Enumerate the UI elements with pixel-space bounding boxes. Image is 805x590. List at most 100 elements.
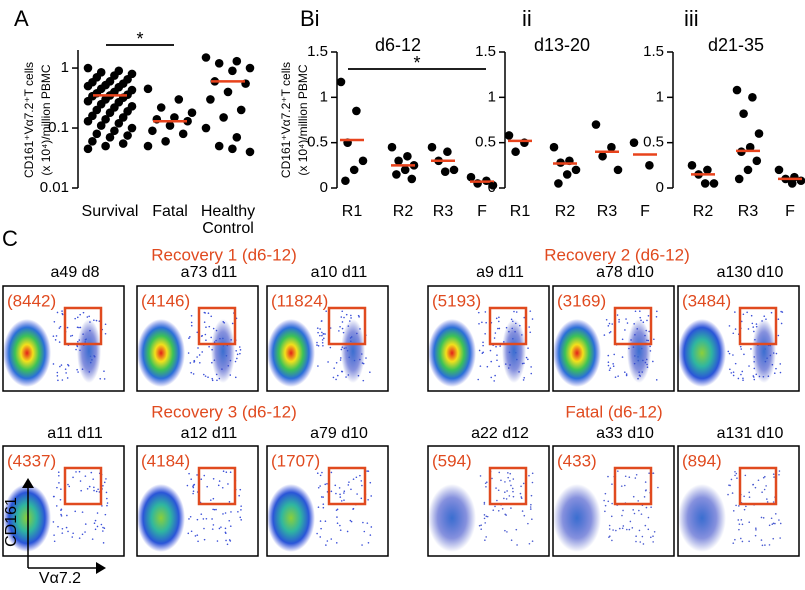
y-tick-label: 0: [656, 179, 664, 196]
event-dot: [338, 487, 341, 489]
event-dot: [316, 344, 318, 346]
event-dot: [608, 536, 610, 538]
data-point: [143, 84, 153, 94]
y-tick-label: 1: [320, 88, 328, 105]
event-dot: [60, 513, 62, 516]
event-dot: [764, 475, 766, 478]
event-dot: [520, 485, 522, 488]
gate-count: (1707): [271, 451, 320, 470]
event-dot: [480, 528, 482, 531]
event-dot: [753, 330, 755, 333]
data-point: [341, 176, 350, 186]
event-dot: [101, 505, 103, 507]
chart-title: d13-20: [534, 35, 590, 55]
event-dot: [321, 334, 323, 337]
event-dot: [74, 317, 76, 320]
event-dot: [531, 318, 534, 320]
event-dot: [339, 524, 341, 527]
event-dot: [96, 525, 99, 528]
event-dot: [206, 485, 208, 488]
event-dot: [529, 310, 532, 312]
event-dot: [204, 375, 207, 377]
event-dot: [81, 511, 84, 513]
event-dot: [316, 532, 318, 535]
event-dot: [482, 344, 484, 347]
event-dot: [498, 327, 501, 330]
data-point: [734, 174, 744, 184]
event-dot: [343, 492, 345, 494]
event-dot: [641, 535, 644, 538]
event-dot: [631, 527, 634, 529]
y-tick-label: 1: [488, 88, 496, 105]
event-dot: [644, 481, 647, 483]
event-dot: [212, 327, 215, 330]
event-dot: [84, 475, 87, 477]
event-dot: [360, 480, 363, 482]
y-axis-label: (x 10⁴)/million PBMC: [39, 64, 53, 176]
event-dot: [211, 377, 214, 380]
event-dot: [332, 376, 335, 379]
event-dot: [322, 506, 325, 509]
event-dot: [498, 320, 500, 323]
event-dot: [503, 497, 505, 500]
data-point: [554, 179, 563, 188]
event-dot: [652, 535, 654, 538]
event-dot: [65, 372, 67, 374]
event-dot: [228, 539, 231, 541]
event-dot: [106, 504, 108, 507]
event-dot: [497, 489, 500, 492]
event-dot: [655, 316, 658, 318]
event-dot: [513, 310, 515, 313]
data-point: [549, 142, 559, 152]
event-dot: [369, 534, 372, 536]
event-dot: [760, 539, 763, 541]
event-dot: [88, 315, 90, 318]
event-dot: [211, 528, 214, 530]
event-dot: [236, 357, 238, 360]
event-dot: [628, 476, 631, 479]
cell-population: [137, 484, 185, 552]
event-dot: [362, 379, 365, 382]
event-dot: [734, 474, 736, 477]
event-dot: [643, 496, 646, 498]
event-dot: [775, 367, 777, 370]
event-dot: [102, 484, 104, 487]
event-dot: [777, 334, 780, 337]
event-dot: [79, 480, 82, 482]
event-dot: [484, 522, 487, 524]
event-dot: [239, 352, 241, 355]
event-dot: [483, 514, 486, 516]
event-dot: [207, 376, 209, 379]
x-axis-label: Vα7.2: [39, 570, 81, 587]
event-dot: [779, 371, 782, 374]
cell-population: [211, 319, 235, 383]
event-dot: [356, 493, 358, 495]
event-dot: [493, 380, 495, 382]
event-dot: [777, 318, 780, 321]
event-dot: [527, 522, 529, 525]
event-dot: [200, 513, 203, 515]
data-point: [591, 120, 601, 129]
event-dot: [603, 334, 606, 336]
event-dot: [527, 347, 529, 349]
y-axis-label: CD161⁺Vα7.2⁺T cells: [279, 62, 293, 178]
event-dot: [478, 322, 480, 325]
event-dot: [341, 321, 344, 323]
event-dot: [608, 528, 611, 530]
group-title: Recovery 1 (d6-12): [151, 245, 297, 264]
event-dot: [321, 331, 323, 334]
event-dot: [507, 476, 509, 479]
event-dot: [625, 318, 627, 320]
sample-name: a9 d11: [476, 264, 524, 281]
event-dot: [218, 480, 221, 482]
data-point: [787, 179, 797, 188]
cell-population: [3, 484, 51, 552]
event-dot: [495, 487, 497, 489]
event-dot: [604, 510, 606, 513]
event-dot: [505, 498, 508, 500]
event-dot: [317, 331, 319, 334]
data-point: [88, 137, 97, 146]
event-dot: [755, 529, 757, 531]
event-dot: [773, 372, 776, 375]
data-point: [387, 142, 397, 152]
